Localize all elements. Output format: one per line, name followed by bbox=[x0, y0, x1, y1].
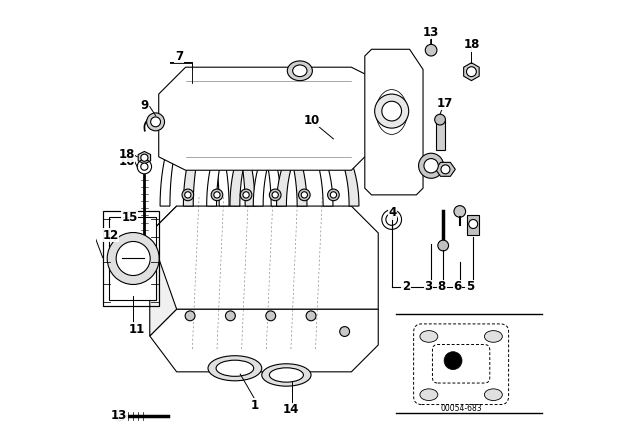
FancyBboxPatch shape bbox=[109, 217, 157, 300]
Circle shape bbox=[374, 94, 409, 128]
Ellipse shape bbox=[287, 61, 312, 81]
Polygon shape bbox=[365, 49, 423, 195]
Text: 7: 7 bbox=[175, 49, 183, 63]
Text: 6: 6 bbox=[453, 280, 461, 293]
Circle shape bbox=[435, 114, 445, 125]
Text: 15: 15 bbox=[122, 211, 138, 224]
Text: 14: 14 bbox=[283, 403, 299, 417]
Circle shape bbox=[441, 165, 450, 174]
Circle shape bbox=[108, 233, 159, 284]
Polygon shape bbox=[436, 162, 455, 177]
Polygon shape bbox=[276, 129, 359, 206]
Text: 00054-683: 00054-683 bbox=[440, 404, 482, 413]
Circle shape bbox=[141, 163, 148, 170]
Circle shape bbox=[185, 192, 191, 198]
Circle shape bbox=[425, 44, 437, 56]
Circle shape bbox=[298, 189, 310, 201]
Text: 18: 18 bbox=[464, 38, 481, 52]
Circle shape bbox=[382, 101, 401, 121]
Circle shape bbox=[272, 192, 278, 198]
Circle shape bbox=[266, 311, 276, 321]
Circle shape bbox=[243, 192, 249, 198]
FancyBboxPatch shape bbox=[433, 345, 490, 383]
Ellipse shape bbox=[420, 389, 438, 401]
Circle shape bbox=[301, 192, 307, 198]
Text: 13: 13 bbox=[423, 26, 439, 39]
Text: 17: 17 bbox=[436, 96, 452, 110]
Polygon shape bbox=[150, 309, 378, 372]
Circle shape bbox=[225, 311, 236, 321]
Polygon shape bbox=[150, 206, 177, 336]
Circle shape bbox=[438, 240, 449, 251]
Polygon shape bbox=[138, 151, 150, 164]
Circle shape bbox=[340, 327, 349, 336]
Text: 9: 9 bbox=[140, 99, 148, 112]
Circle shape bbox=[150, 117, 161, 127]
Polygon shape bbox=[160, 112, 229, 206]
Ellipse shape bbox=[292, 65, 307, 77]
Circle shape bbox=[424, 159, 438, 173]
Circle shape bbox=[386, 214, 397, 225]
Text: 12: 12 bbox=[102, 228, 118, 242]
FancyBboxPatch shape bbox=[436, 120, 445, 150]
Text: 16: 16 bbox=[118, 155, 134, 168]
Circle shape bbox=[467, 67, 476, 77]
Text: 13: 13 bbox=[111, 409, 127, 422]
Circle shape bbox=[214, 192, 220, 198]
Circle shape bbox=[185, 311, 195, 321]
Circle shape bbox=[240, 189, 252, 201]
Circle shape bbox=[444, 352, 462, 370]
Circle shape bbox=[419, 153, 444, 178]
Ellipse shape bbox=[208, 356, 262, 381]
Text: 8: 8 bbox=[438, 280, 446, 293]
Ellipse shape bbox=[269, 368, 303, 382]
Ellipse shape bbox=[262, 364, 311, 386]
Polygon shape bbox=[253, 126, 333, 206]
Circle shape bbox=[141, 154, 148, 161]
Circle shape bbox=[116, 241, 150, 276]
Polygon shape bbox=[207, 119, 281, 206]
Polygon shape bbox=[184, 115, 255, 206]
Text: 11: 11 bbox=[128, 323, 145, 336]
Text: 1: 1 bbox=[251, 399, 259, 412]
Text: 3: 3 bbox=[424, 280, 433, 293]
Circle shape bbox=[115, 411, 124, 421]
Text: 10: 10 bbox=[304, 113, 320, 127]
Polygon shape bbox=[463, 63, 479, 81]
Ellipse shape bbox=[216, 360, 253, 376]
Circle shape bbox=[211, 189, 223, 201]
Ellipse shape bbox=[484, 331, 502, 342]
Polygon shape bbox=[230, 122, 307, 206]
Text: 5: 5 bbox=[466, 280, 474, 293]
Polygon shape bbox=[159, 67, 378, 170]
Text: 18: 18 bbox=[118, 148, 134, 161]
FancyBboxPatch shape bbox=[467, 215, 479, 235]
Circle shape bbox=[468, 220, 477, 228]
Circle shape bbox=[306, 311, 316, 321]
Ellipse shape bbox=[484, 389, 502, 401]
FancyBboxPatch shape bbox=[413, 324, 509, 405]
Text: 2: 2 bbox=[402, 280, 410, 293]
Circle shape bbox=[330, 192, 337, 198]
Text: 4: 4 bbox=[388, 206, 397, 220]
Circle shape bbox=[328, 189, 339, 201]
Circle shape bbox=[269, 189, 281, 201]
Circle shape bbox=[454, 206, 466, 217]
Polygon shape bbox=[150, 206, 378, 309]
Ellipse shape bbox=[420, 331, 438, 342]
Circle shape bbox=[182, 189, 194, 201]
Circle shape bbox=[147, 113, 164, 131]
